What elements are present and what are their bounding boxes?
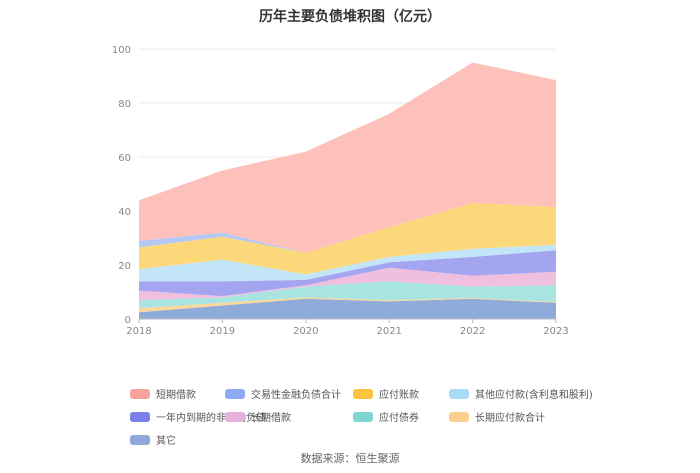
area-series	[139, 202, 556, 253]
legend-item-accounts-payable[interactable]: 应付账款	[353, 386, 449, 401]
legend-label: 交易性金融负债合计	[251, 390, 341, 401]
area-series	[139, 267, 556, 301]
legend-label: 应付账款	[379, 390, 419, 401]
x-tick-label: 2022	[460, 326, 485, 337]
area-series	[139, 244, 556, 282]
legend-swatch	[130, 411, 150, 422]
legend-swatch	[449, 411, 469, 422]
y-tick-label: 100	[112, 45, 131, 56]
legend-label: 其它	[156, 436, 176, 447]
y-tick-label: 60	[118, 153, 131, 164]
legend-swatch	[130, 388, 150, 399]
legend-label: 长期应付款合计	[475, 413, 545, 424]
legend-item-other-payables[interactable]: 其他应付款(含利息和股利)	[449, 386, 599, 401]
legend-label: 短期借款	[156, 390, 196, 401]
data-source: 数据来源：恒生聚源	[300, 452, 400, 465]
area-series	[139, 250, 556, 297]
legend-label: 长期借款	[251, 413, 291, 424]
legend-item-bonds-payable[interactable]: 应付债券	[353, 409, 449, 424]
stacked-area-chart: 0 20 40 60 80 100 2018 2019 2020 2021 2022 2023	[112, 45, 569, 337]
x-tick-label: 2023	[543, 326, 568, 337]
legend-swatch	[353, 388, 373, 399]
area-series	[139, 202, 556, 275]
area-series	[139, 281, 556, 309]
legend-item-trading-financial-liabilities[interactable]: 交易性金融负债合计	[225, 386, 353, 401]
area-series	[139, 297, 556, 313]
legend-swatch	[353, 411, 373, 422]
legend-swatch	[130, 434, 150, 445]
legend-swatch	[225, 388, 245, 399]
legend-item-long-term-payables[interactable]: 长期应付款合计	[449, 409, 599, 424]
legend-label: 其他应付款(含利息和股利)	[475, 390, 593, 401]
legend-item-short-term-loans[interactable]: 短期借款	[130, 386, 225, 401]
legend-item-long-term-loans[interactable]: 长期借款	[225, 409, 353, 424]
area-series	[139, 62, 556, 253]
legend-item-other[interactable]: 其它	[130, 432, 225, 447]
chart-legend: 短期借款 交易性金融负债合计 应付账款 其他应付款(含利息和股利) 一年内到期的…	[130, 386, 600, 447]
chart-title: 历年主要负债堆积图（亿元）	[259, 9, 441, 25]
y-tick-label: 20	[118, 261, 131, 272]
x-tick-label: 2019	[210, 326, 235, 337]
legend-item-current-noncurrent-liabilities[interactable]: 一年内到期的非流动负债	[130, 409, 266, 424]
x-tick-label: 2018	[126, 326, 151, 337]
legend-swatch	[449, 388, 469, 399]
x-tick-label: 2020	[293, 326, 318, 337]
y-tick-label: 80	[118, 99, 131, 110]
legend-label: 应付债券	[379, 413, 419, 424]
x-tick-label: 2021	[376, 326, 401, 337]
legend-label: 一年内到期的非流动负债	[156, 413, 266, 424]
area-series	[139, 298, 556, 319]
legend-swatch	[225, 411, 245, 422]
y-tick-label: 0	[125, 315, 131, 326]
y-tick-label: 40	[118, 207, 131, 218]
